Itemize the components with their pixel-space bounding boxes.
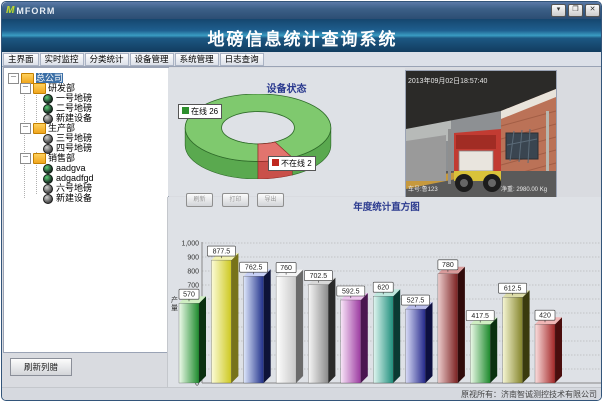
svg-text:570: 570 <box>183 292 195 299</box>
svg-text:760: 760 <box>280 265 292 272</box>
svg-text:417.5: 417.5 <box>471 313 489 320</box>
svg-text:420: 420 <box>539 313 551 320</box>
svg-text:620: 620 <box>377 285 389 292</box>
svg-text:车号:鲁123: 车号:鲁123 <box>408 185 438 193</box>
svg-text:527.5: 527.5 <box>407 297 425 304</box>
svg-text:1,000: 1,000 <box>181 241 199 248</box>
svg-text:净重: 2980.00 Kg: 净重: 2980.00 Kg <box>501 185 547 193</box>
svg-text:592.5: 592.5 <box>342 288 360 295</box>
svg-text:780: 780 <box>442 262 454 269</box>
svg-text:2013年09月02日18:57:40: 2013年09月02日18:57:40 <box>408 76 487 85</box>
svg-text:800: 800 <box>187 269 199 276</box>
svg-text:700: 700 <box>187 283 199 290</box>
svg-text:612.5: 612.5 <box>504 286 522 293</box>
svg-text:702.5: 702.5 <box>310 273 328 280</box>
svg-text:900: 900 <box>187 255 199 262</box>
svg-text:877.5: 877.5 <box>213 248 231 255</box>
svg-text:762.5: 762.5 <box>245 265 263 272</box>
